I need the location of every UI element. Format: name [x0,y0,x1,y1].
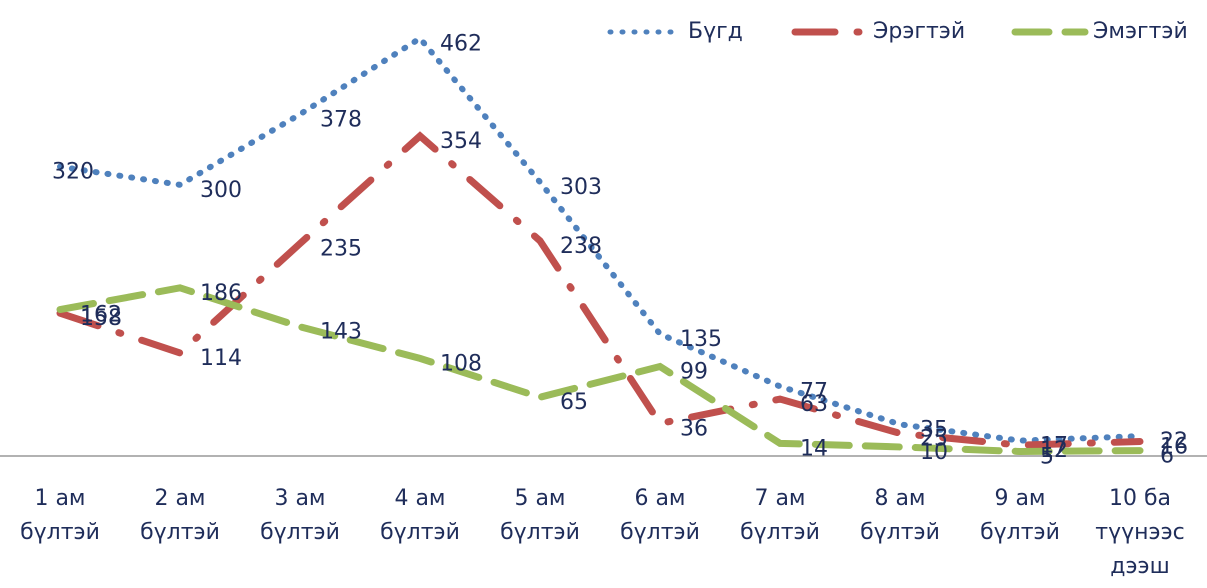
data-label: 108 [440,351,482,376]
x-tick-label: 2 ам бүлтэй [140,486,220,545]
x-tick-label: 6 ам бүлтэй [620,486,700,545]
data-label: 186 [200,281,242,306]
data-label: 143 [320,320,362,345]
series-line [56,131,1144,449]
data-label: 16 [1160,435,1188,460]
series-line [57,34,1143,444]
data-label: 5 [1040,444,1054,469]
legend-label: Эрэгтэй [873,19,965,44]
data-label: 12 [1040,438,1068,463]
x-tick-label: 7 ам бүлтэй [740,486,820,545]
data-label: 35 [920,417,948,442]
data-label: 303 [560,175,602,200]
data-label: 320 [52,160,94,185]
x-tick-label: 1 ам бүлтэй [20,486,100,545]
x-tick-label: 4 ам бүлтэй [380,486,460,545]
series-line [56,284,1144,455]
data-label: 135 [680,327,722,352]
data-label: 22 [1160,429,1188,454]
data-label: 235 [320,237,362,262]
data-label: 99 [680,360,708,385]
data-label: 10 [920,440,948,465]
data-label: 158 [80,306,122,331]
x-tick-label: 8 ам бүлтэй [860,486,940,545]
data-label: 300 [200,178,242,203]
data-label: 36 [680,416,708,441]
data-label: 354 [440,129,482,154]
data-label: 462 [440,31,482,56]
data-label: 63 [800,392,828,417]
data-label: 114 [200,346,242,371]
x-tick-label: 5 ам бүлтэй [500,486,580,545]
x-tick-label: 3 ам бүлтэй [260,486,340,545]
data-label: 77 [800,379,828,404]
legend-label: Бүгд [688,19,743,44]
data-label: 378 [320,107,362,132]
data-label: 14 [800,436,828,461]
data-label: 162 [80,303,122,328]
data-label: 25 [920,426,948,451]
data-label: 238 [560,234,602,259]
data-label: 65 [560,390,588,415]
x-tick-label: 10 ба түүнээс дээш [1095,486,1185,579]
data-label: 6 [1160,444,1174,469]
x-tick-label: 9 ам бүлтэй [980,486,1060,545]
legend-label: Эмэгтэй [1093,19,1188,44]
data-label: 17 [1040,434,1068,459]
